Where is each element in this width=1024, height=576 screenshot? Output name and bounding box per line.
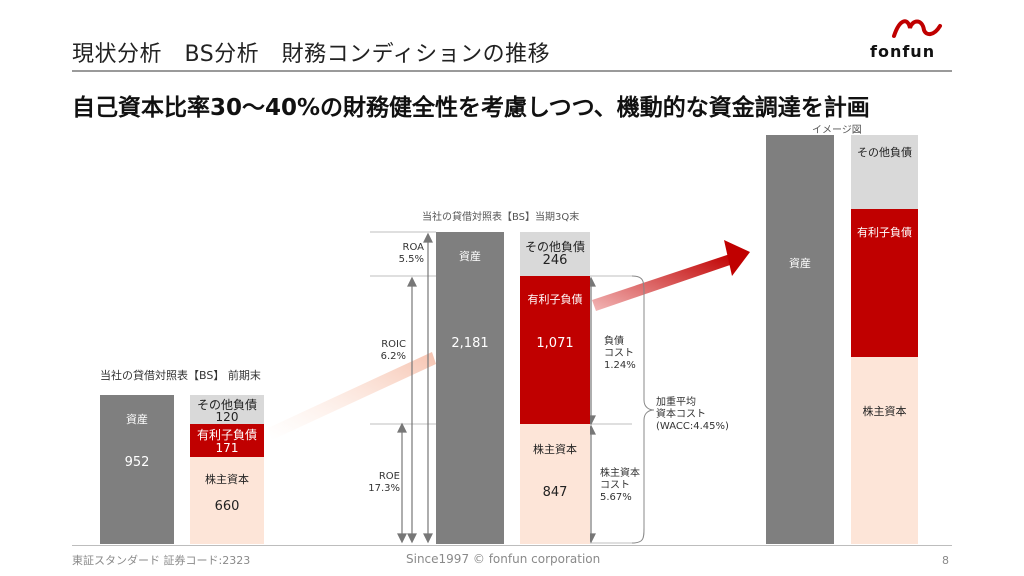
right-other-label: その他負債 xyxy=(857,146,912,159)
roic-annotation: ROIC 6.2% xyxy=(360,339,406,363)
left-other-liabilities-bar: その他負債 120 xyxy=(190,395,264,424)
left-assets-label: 資産 xyxy=(126,413,148,426)
footer-copyright: Since1997 © fonfun corporation xyxy=(406,552,601,566)
wacc-annotation: 加重平均 資本コスト (WACC:4.45%) xyxy=(656,397,729,433)
equity-cost-line1: 株主資本 xyxy=(600,468,640,479)
right-assets-label: 資産 xyxy=(789,257,811,270)
debt-cost-line2: コスト xyxy=(604,348,634,359)
roic-value: 6.2% xyxy=(380,351,406,362)
equity-cost-line2: コスト xyxy=(600,480,630,491)
right-assets-bar: 資産 xyxy=(766,135,834,544)
debt-cost-value: 1.24% xyxy=(604,360,636,371)
middle-other-value: 246 xyxy=(542,253,568,268)
left-debt-bar: 有利子負債 171 xyxy=(190,424,264,457)
right-other-liabilities-bar: その他負債 xyxy=(851,135,918,209)
wacc-line1: 加重平均 xyxy=(656,397,696,408)
right-debt-bar: 有利子負債 xyxy=(851,209,918,357)
page-title: 現状分析 BS分析 財務コンディションの推移 xyxy=(72,42,551,67)
wacc-line2: 資本コスト xyxy=(656,409,706,420)
wacc-bracket xyxy=(631,275,655,544)
left-equity-value: 660 xyxy=(214,499,240,514)
middle-assets-value: 2,181 xyxy=(451,336,489,351)
right-equity-bar: 株主資本 xyxy=(851,357,918,544)
logo-text: fonfun xyxy=(870,42,936,61)
footer-exchange: 東証スタンダード 証券コード:2323 xyxy=(72,554,251,567)
equity-cost-annotation: 株主資本 コスト 5.67% xyxy=(600,468,640,504)
footer-divider xyxy=(72,545,952,546)
roa-annotation: ROA 5.5% xyxy=(378,242,424,266)
left-debt-value: 171 xyxy=(215,441,239,455)
logo-mark-icon xyxy=(892,19,942,38)
left-equity-bar: 株主資本 660 xyxy=(190,457,264,544)
left-chart-caption: 当社の貸借対照表【BS】 前期末 xyxy=(100,369,261,382)
left-assets-value: 952 xyxy=(124,455,150,470)
growth-arrow-red xyxy=(592,254,733,311)
headline: 自己資本比率30～40%の財務健全性を考慮しつつ、機動的な資金調達を計画 xyxy=(72,95,870,121)
roa-value: 5.5% xyxy=(398,254,424,265)
right-chart-caption: イメージ図 xyxy=(812,125,862,136)
middle-other-liabilities-bar: その他負債 246 xyxy=(520,232,590,276)
roic-label: ROIC xyxy=(381,339,406,350)
right-equity-label: 株主資本 xyxy=(862,405,907,418)
middle-other-label: その他負債 xyxy=(524,240,585,254)
roe-annotation: ROE 17.3% xyxy=(354,471,400,495)
left-other-label: その他負債 xyxy=(196,398,257,412)
growth-arrow-faint xyxy=(268,352,436,440)
middle-debt-label: 有利子負債 xyxy=(527,293,583,306)
company-logo: fonfun xyxy=(864,14,956,64)
growth-arrowhead-red xyxy=(724,240,750,276)
middle-debt-bar: 有利子負債 1,071 xyxy=(520,276,590,424)
wacc-line3: (WACC:4.45%) xyxy=(656,421,729,432)
roe-value: 17.3% xyxy=(368,483,400,494)
middle-assets-label: 資産 xyxy=(459,250,481,263)
middle-debt-value: 1,071 xyxy=(536,336,574,351)
roe-label: ROE xyxy=(378,471,400,482)
left-equity-label: 株主資本 xyxy=(205,473,249,486)
middle-chart-caption: 当社の貸借対照表【BS】当期3Q末 xyxy=(422,212,580,223)
left-assets-bar: 資産 952 xyxy=(100,395,174,544)
roa-label: ROA xyxy=(402,242,424,253)
middle-equity-label: 株主資本 xyxy=(533,443,577,456)
debt-cost-annotation: 負債 コスト 1.24% xyxy=(604,336,636,372)
right-debt-label: 有利子負債 xyxy=(857,226,912,239)
middle-assets-bar: 資産 2,181 xyxy=(436,232,504,544)
middle-equity-value: 847 xyxy=(542,485,568,500)
left-debt-label: 有利子負債 xyxy=(196,428,257,442)
page-number: 8 xyxy=(942,554,949,567)
middle-equity-bar: 株主資本 847 xyxy=(520,424,590,544)
left-other-value: 120 xyxy=(215,410,239,424)
debt-cost-line1: 負債 xyxy=(604,336,624,347)
equity-cost-value: 5.67% xyxy=(600,492,632,503)
title-divider xyxy=(72,70,952,72)
